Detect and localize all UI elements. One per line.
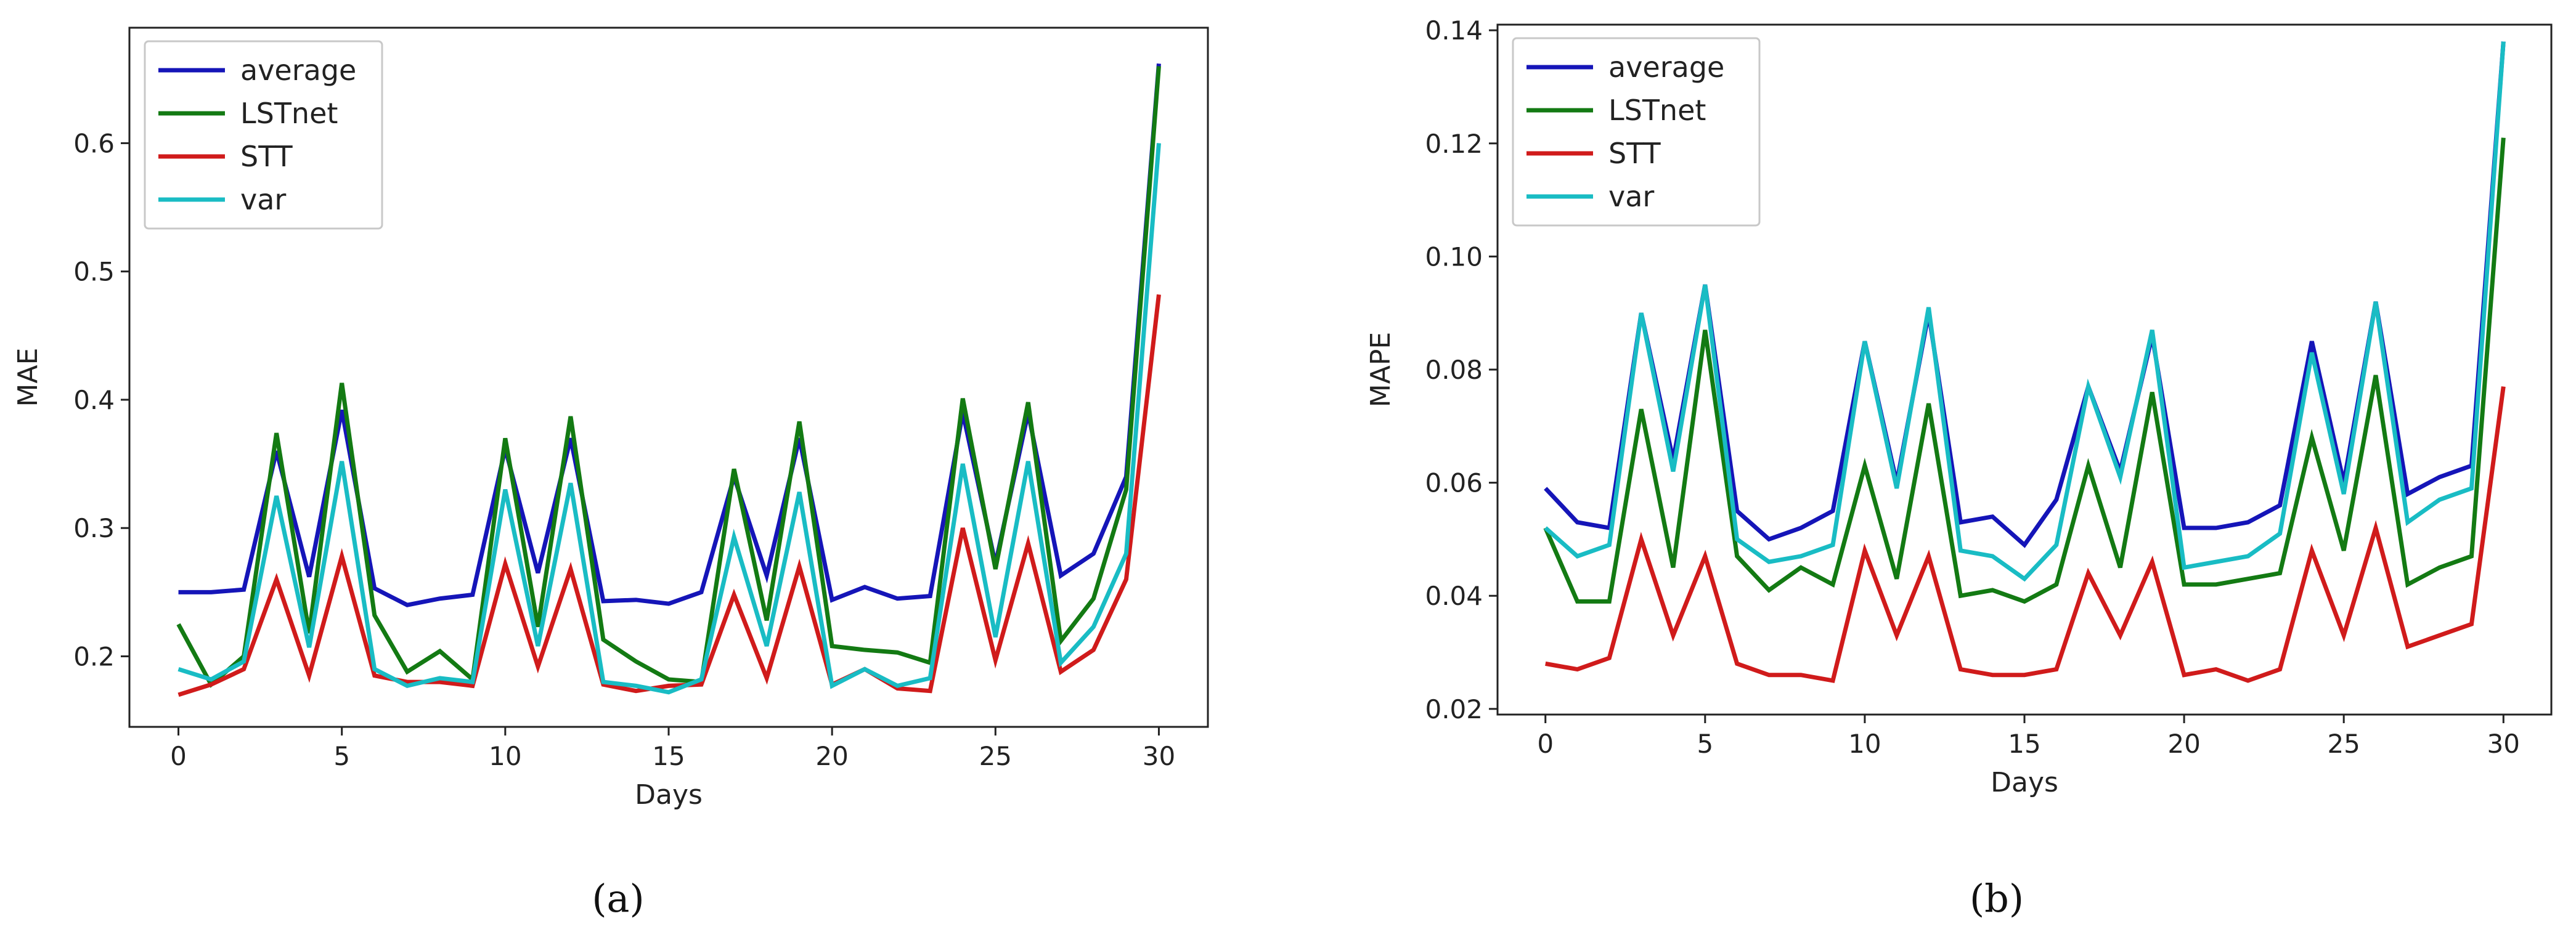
x-tick-label: 30 xyxy=(2487,729,2520,759)
legend-label: LSTnet xyxy=(1608,94,1706,127)
y-tick-label: 0.5 xyxy=(73,257,115,287)
legend-box xyxy=(144,40,383,230)
y-tick-label: 0.14 xyxy=(1425,15,1483,46)
x-axis-label: Days xyxy=(635,779,703,811)
y-tick-label: 0.2 xyxy=(73,641,115,671)
x-tick-label: 25 xyxy=(979,741,1012,771)
x-tick-label: 20 xyxy=(2167,729,2200,759)
y-tick-label: 0.12 xyxy=(1425,129,1483,159)
panel-caption: (a) xyxy=(592,876,644,921)
legend-label: STT xyxy=(240,140,293,173)
x-tick-label: 0 xyxy=(1537,729,1554,759)
x-tick-label: 15 xyxy=(2008,729,2040,759)
x-tick-label: 10 xyxy=(1848,729,1881,759)
y-tick-label: 0.08 xyxy=(1425,355,1483,385)
y-axis-label: MAE xyxy=(12,348,44,407)
mae-chart: 0 5 10 15 20 25 30 0.2 0.3 0.4 0.5 0.6 Days MAE averag… xyxy=(12,26,1209,921)
x-tick-label: 10 xyxy=(489,741,521,771)
y-tick-label: 0.04 xyxy=(1425,581,1483,611)
legend-label: average xyxy=(1608,51,1724,84)
y-tick-label: 0.10 xyxy=(1425,241,1483,272)
panel-caption: (b) xyxy=(1970,876,2024,921)
x-tick-label: 5 xyxy=(1697,729,1713,759)
x-tick-label: 30 xyxy=(1143,741,1175,771)
x-tick-label: 5 xyxy=(333,741,350,771)
legend-label: STT xyxy=(1608,137,1661,170)
x-tick-label: 20 xyxy=(815,741,848,771)
legend-label: average xyxy=(240,54,356,87)
mape-chart: 0 5 10 15 20 25 30 0.02 0.04 0.06 0.08 0.10 0.12 0.14… xyxy=(1365,15,2553,921)
y-tick-label: 0.02 xyxy=(1425,694,1483,724)
legend-box xyxy=(1512,37,1761,227)
x-tick-label: 0 xyxy=(170,741,187,771)
x-axis-label: Days xyxy=(1991,767,2058,798)
x-tick-label: 25 xyxy=(2327,729,2360,759)
y-axis-label: MAPE xyxy=(1365,332,1396,407)
x-tick-label: 15 xyxy=(652,741,685,771)
legend-label: var xyxy=(1608,180,1654,213)
y-tick-label: 0.06 xyxy=(1425,468,1483,498)
legend-label: var xyxy=(240,183,286,216)
y-tick-label: 0.6 xyxy=(73,128,115,158)
legend-label: LSTnet xyxy=(240,97,338,130)
y-tick-label: 0.4 xyxy=(73,385,115,415)
y-tick-label: 0.3 xyxy=(73,513,115,543)
